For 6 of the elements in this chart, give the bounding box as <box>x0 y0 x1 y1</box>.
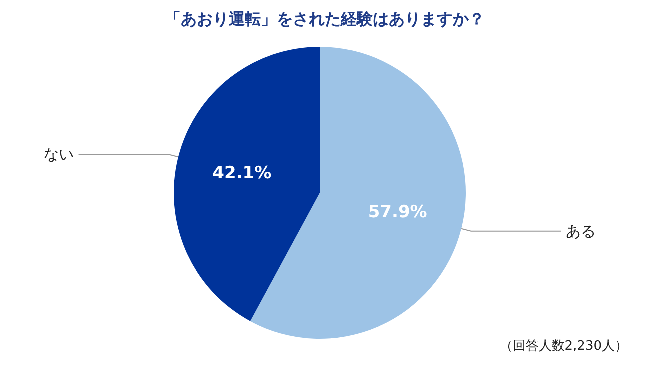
text: （回答人数2,230人） <box>500 339 628 354</box>
data-label: 57.9% <box>368 202 428 223</box>
chart-title: 「あおり運転」をされた経験はありますか？ <box>165 10 485 28</box>
slice-label: ない <box>44 146 74 164</box>
slice-label: ある <box>566 222 596 240</box>
data-label: 42.1% <box>212 163 272 184</box>
